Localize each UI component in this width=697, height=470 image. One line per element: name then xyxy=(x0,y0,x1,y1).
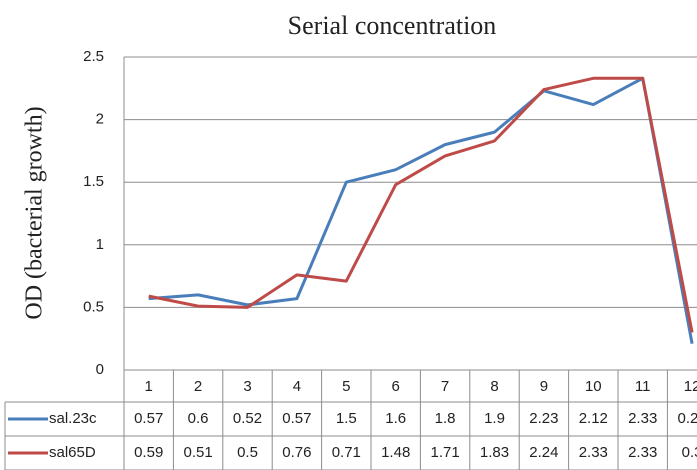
y-axis-label: OD (bacterial growth) xyxy=(22,106,48,319)
table-value: 1.71 xyxy=(430,444,459,461)
table-value: 0.57 xyxy=(134,410,163,427)
chart-title: Serial concentration xyxy=(288,11,497,40)
series-line xyxy=(148,76,694,344)
table-value: 1.5 xyxy=(336,410,357,427)
table-value: 0.6 xyxy=(188,410,209,427)
table-value: 2.33 xyxy=(579,444,608,461)
table-value: 0.3 xyxy=(682,444,697,461)
y-tick-label: 2 xyxy=(96,111,104,128)
x-tick-label: 12 xyxy=(684,378,697,395)
y-tick-label: 1 xyxy=(96,236,104,253)
series-line xyxy=(148,76,694,333)
x-tick-label: 2 xyxy=(194,378,202,395)
x-tick-label: 10 xyxy=(585,378,602,395)
table-value: 2.24 xyxy=(529,444,558,461)
table-value: 0.59 xyxy=(134,444,163,461)
table-value: 0.21 xyxy=(677,410,697,427)
table-value: 2.33 xyxy=(628,410,657,427)
y-tick-label: 0 xyxy=(96,361,104,378)
table-value: 2.33 xyxy=(628,444,657,461)
x-tick-label: 8 xyxy=(490,378,498,395)
table-value: 2.23 xyxy=(529,410,558,427)
x-tick-label: 3 xyxy=(243,378,251,395)
table-value: 1.6 xyxy=(385,410,406,427)
table-value: 1.9 xyxy=(484,410,505,427)
x-tick-label: 6 xyxy=(392,378,400,395)
x-tick-label: 9 xyxy=(540,378,548,395)
x-tick-label: 7 xyxy=(441,378,449,395)
y-tick-label: 0.5 xyxy=(83,298,104,315)
x-tick-label: 5 xyxy=(342,378,350,395)
table-value: 0.57 xyxy=(282,410,311,427)
table-value: 1.8 xyxy=(435,410,456,427)
table-value: 2.12 xyxy=(579,410,608,427)
y-tick-label: 2.5 xyxy=(83,48,104,65)
x-tick-label: 1 xyxy=(145,378,153,395)
table-value: 0.51 xyxy=(183,444,212,461)
table-value: 0.71 xyxy=(332,444,361,461)
y-tick-label: 1.5 xyxy=(83,173,104,190)
table-value: 1.48 xyxy=(381,444,410,461)
legend-label: sal65D xyxy=(49,444,96,461)
table-value: 1.83 xyxy=(480,444,509,461)
table-value: 0.76 xyxy=(282,444,311,461)
x-tick-label: 4 xyxy=(293,378,301,395)
table-value: 0.52 xyxy=(233,410,262,427)
legend-label: sal.23c xyxy=(49,410,97,427)
x-tick-label: 11 xyxy=(635,378,651,395)
table-value: 0.5 xyxy=(237,444,258,461)
